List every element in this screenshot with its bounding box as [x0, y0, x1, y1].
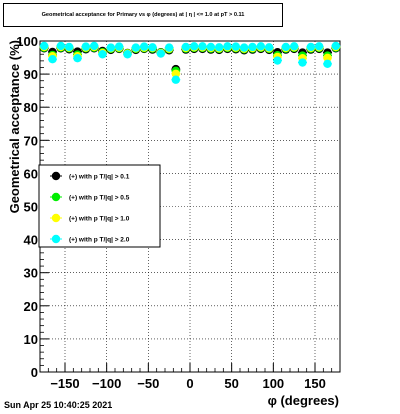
- y-tick-label: 60: [24, 166, 38, 181]
- y-tick-label: 10: [24, 332, 38, 347]
- data-markers: [39, 41, 341, 84]
- y-tick-label: 20: [24, 299, 38, 314]
- data-point-series-3: [323, 59, 332, 69]
- data-point-series-3: [214, 43, 224, 52]
- data-point-series-3: [164, 43, 174, 52]
- x-tick-label: −50: [137, 376, 159, 391]
- y-axis-title: Geometrical acceptance (%): [7, 40, 22, 213]
- data-point-series-3: [298, 58, 307, 67]
- data-point-series-3: [198, 42, 207, 51]
- data-point-series-3: [89, 41, 99, 51]
- data-point-series-3: [206, 42, 216, 52]
- y-tick-label: 80: [24, 100, 38, 115]
- data-point-series-3: [331, 41, 341, 51]
- data-point-series-3: [106, 43, 116, 52]
- data-point-series-3: [231, 42, 241, 51]
- y-tick-label: 90: [24, 67, 38, 82]
- data-point-series-3: [189, 42, 199, 51]
- y-tick-label: 100: [16, 34, 38, 49]
- legend-marker: [51, 192, 61, 202]
- chart-title: Geometrical acceptance for Primary vs φ …: [41, 12, 245, 18]
- data-point-series-3: [64, 42, 74, 52]
- x-tick-label: −100: [92, 376, 121, 391]
- x-tick-label: −150: [50, 376, 79, 391]
- data-point-series-2: [323, 53, 332, 63]
- x-tick-label: 0: [186, 376, 193, 391]
- y-tick-label: 0: [31, 365, 38, 380]
- data-point-series-3: [273, 56, 282, 65]
- x-axis-title: φ (degrees): [268, 393, 339, 408]
- data-point-series-3: [181, 42, 191, 52]
- data-point-series-3: [264, 43, 274, 52]
- x-tick-label: 100: [262, 376, 284, 391]
- data-point-series-3: [248, 42, 257, 52]
- data-point-series-3: [73, 54, 82, 63]
- data-point-series-3: [131, 43, 141, 52]
- legend-label: (+) with p T/|q| > 1.0: [69, 216, 130, 223]
- data-point-series-3: [306, 42, 316, 52]
- legend-marker: [51, 213, 61, 223]
- data-point-series-3: [139, 42, 149, 51]
- data-point-series-3: [98, 50, 107, 59]
- data-point-series-2: [171, 69, 181, 78]
- timestamp: Sun Apr 25 10:40:25 2021: [4, 400, 113, 410]
- data-point-series-3: [39, 41, 49, 51]
- data-point-series-3: [156, 49, 166, 58]
- data-point-series-3: [314, 42, 324, 51]
- data-point-series-3: [281, 42, 291, 52]
- legend-label: (+) with p T/|q| > 2.0: [69, 237, 130, 244]
- data-point-series-3: [171, 75, 181, 84]
- legend-label: (+) with p T/|q| > 0.1: [69, 174, 130, 181]
- legend-marker: [51, 171, 61, 181]
- axis-layer: −150 −100 −50 0 50 100 150 0 10 20 30 40 50 60 70 80 90 1…: [16, 34, 341, 391]
- legend-marker: [51, 234, 61, 244]
- data-point-series-3: [48, 55, 57, 64]
- data-point-series-3: [239, 43, 249, 52]
- legend-label: (+) with p T/|q| > 0.5: [69, 195, 130, 202]
- data-point-series-3: [81, 42, 91, 51]
- y-tick-label: 40: [24, 233, 38, 248]
- data-point-series-3: [56, 41, 66, 51]
- chart-title-box: Geometrical acceptance for Primary vs φ …: [3, 3, 283, 27]
- data-point-series-3: [256, 42, 266, 51]
- x-tick-label: 50: [224, 376, 238, 391]
- y-tick-label: 50: [24, 200, 38, 215]
- y-tick-label: 70: [24, 133, 38, 148]
- legend: (+) with p T/|q| > 0.1 (+) with p T/|q| >…: [38, 164, 161, 248]
- y-tick-label: 30: [24, 266, 38, 281]
- data-point-series-3: [223, 42, 232, 51]
- x-tick-label: 150: [304, 376, 326, 391]
- data-point-series-3: [289, 42, 299, 51]
- data-point-series-3: [148, 43, 157, 52]
- data-point-series-3: [114, 42, 124, 51]
- data-point-series-3: [123, 50, 132, 59]
